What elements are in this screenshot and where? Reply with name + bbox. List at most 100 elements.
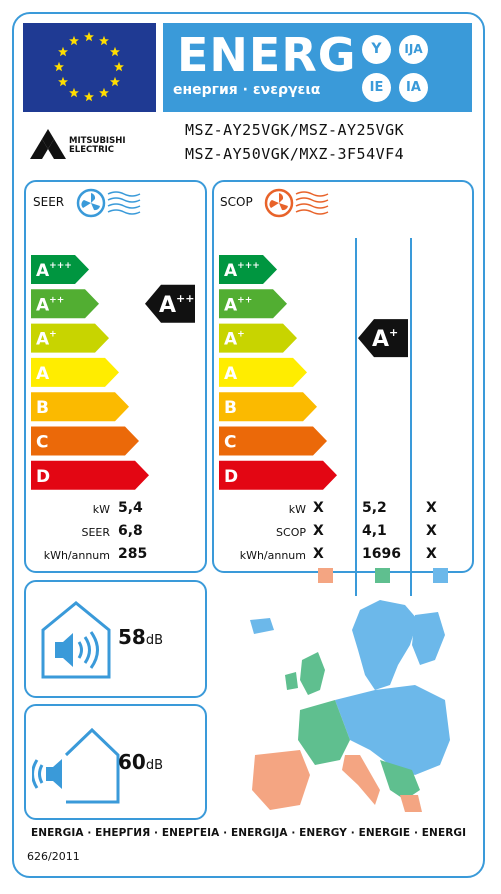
eu-star-icon: [84, 91, 94, 102]
heating-rating-arrow: [358, 319, 408, 358]
model-line1: MSZ-AY25VGK/MSZ-AY25VGK: [185, 121, 405, 139]
heating-label-kwh: kWh/annum: [239, 549, 306, 562]
cooling-rating-plus: ++: [176, 292, 194, 305]
energ-subtitle: енергия · ενεργεια: [173, 82, 321, 98]
lang-code-ie: IE: [362, 73, 391, 102]
map-region-icon: [285, 672, 298, 690]
eu-star-icon: [110, 46, 120, 57]
zone-divider-2: [410, 238, 412, 596]
cooling-label-kw: kW: [92, 503, 110, 516]
heating-value-kw-colder: X: [426, 500, 437, 516]
heating-value-kw-average: 5,2: [362, 500, 387, 516]
eu-star-icon: [69, 87, 79, 98]
map-region-icon: [380, 760, 420, 800]
heating-fan-icon: [264, 188, 329, 218]
eu-star-icon: [99, 87, 109, 98]
eu-star-icon: [99, 35, 109, 46]
seer-title: SEER: [33, 195, 65, 209]
eu-star-icon: [58, 76, 68, 87]
zone-swatch-warmer: [318, 568, 333, 583]
cooling-label-kwh: kWh/annum: [43, 549, 110, 562]
eu-star-icon: [54, 61, 64, 72]
lang-code-ija: IJA: [399, 35, 428, 64]
heating-label-kw: kW: [288, 503, 306, 516]
heating-class-arrow: [219, 392, 317, 422]
heating-class-label: D: [224, 467, 238, 487]
noise-outdoor-panel: [24, 704, 207, 820]
cooling-value-seer: 6,8: [118, 523, 143, 539]
map-region-icon: [335, 685, 450, 775]
heating-class-arrow: [219, 323, 297, 353]
heating-class-arrow: [219, 255, 277, 284]
lang-code-y: Y: [362, 35, 391, 64]
heating-class-label: C: [224, 433, 236, 453]
indoor-noise-unit: dB: [145, 633, 164, 648]
heating-panel: [212, 180, 474, 573]
regulation-number: 626/2011: [27, 850, 80, 863]
cooling-class-label: C: [36, 433, 48, 453]
scop-title: SCOP: [220, 195, 253, 209]
cooling-class-plus: ++: [49, 295, 64, 305]
indoor-noise-value: 58dB: [118, 625, 163, 649]
mitsubishi-logo-icon: [30, 129, 66, 159]
heating-class-plus: +++: [237, 261, 260, 271]
heating-class-arrow: [219, 289, 287, 319]
heating-value-kw-warmer: X: [313, 500, 324, 516]
cooling-fan-icon: [76, 188, 141, 218]
footer-languages: ENERGIA · ЕНЕРГИЯ · ΕΝΕΡΓΕΙΑ · ENERGIJA …: [31, 827, 467, 839]
eu-flag: [23, 23, 156, 112]
heating-value-scop-colder: X: [426, 523, 437, 539]
eu-star-icon: [84, 31, 94, 42]
heating-rating-plus: +: [389, 326, 398, 339]
cooling-class-arrow: [31, 392, 129, 422]
heating-label-scop: SCOP: [276, 526, 306, 539]
heating-value-kwh-colder: X: [426, 546, 437, 562]
map-region-icon: [352, 600, 418, 690]
cooling-rating-arrow: [145, 284, 195, 323]
heating-value-kwh-warmer: X: [313, 546, 324, 562]
eu-star-icon: [114, 61, 124, 72]
cooling-class-arrow: [31, 255, 89, 284]
outdoor-noise-house-icon: [32, 727, 120, 804]
energ-title: ENERG: [177, 28, 357, 82]
cooling-class-plus: +++: [49, 261, 72, 271]
cooling-class-arrow: [31, 357, 119, 387]
cooling-value-kwh: 285: [118, 546, 148, 562]
heating-value-scop-warmer: X: [313, 523, 324, 539]
lang-code-ia: IA: [399, 73, 428, 102]
label-frame: [12, 12, 485, 878]
heating-class-plus: +: [237, 330, 245, 340]
heating-class-label: A: [224, 364, 238, 384]
heating-class-arrow: [219, 357, 307, 387]
brand-line1: MITSUBISHI: [69, 136, 126, 146]
heating-class-arrow: [219, 426, 327, 456]
heating-value-kwh-average: 1696: [362, 546, 401, 562]
zone-swatch-colder: [433, 568, 448, 583]
outdoor-noise-value: 60dB: [118, 750, 163, 774]
cooling-class-arrow: [31, 289, 99, 319]
cooling-class-label: D: [36, 467, 50, 487]
heating-class-label: B: [224, 398, 237, 418]
indoor-noise-number: 58: [118, 625, 146, 649]
eu-star-icon: [110, 76, 120, 87]
indoor-noise-house-icon: [41, 601, 111, 679]
map-region-icon: [252, 750, 310, 810]
eu-star-icon: [58, 46, 68, 57]
map-region-icon: [412, 612, 445, 665]
cooling-class-arrow: [31, 460, 149, 490]
brand-line2: ELECTRIC: [69, 145, 115, 155]
outdoor-noise-number: 60: [118, 750, 146, 774]
cooling-class-arrow: [31, 323, 109, 353]
map-region-icon: [342, 755, 380, 805]
cooling-panel: [24, 180, 207, 573]
heating-value-scop-average: 4,1: [362, 523, 387, 539]
heating-class-arrow: [219, 460, 337, 490]
eu-star-icon: [69, 35, 79, 46]
cooling-class-label: B: [36, 398, 49, 418]
heating-class-plus: ++: [237, 295, 252, 305]
zone-divider-1: [355, 238, 357, 596]
brand-name: MITSUBISHI ELECTRIC: [69, 137, 125, 155]
